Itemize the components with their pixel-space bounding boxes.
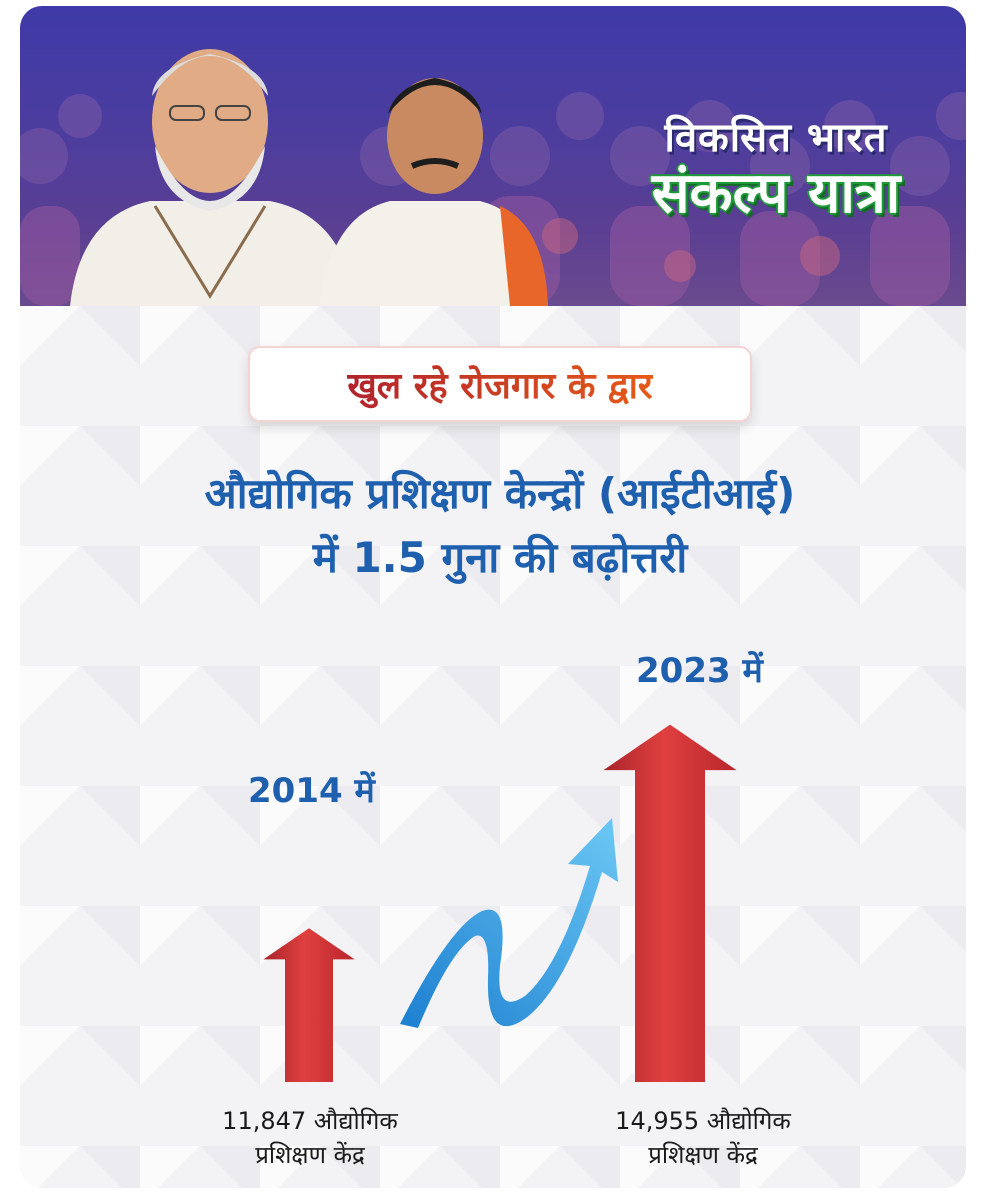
campaign-logo: विकसित भारत संकल्प यात्रा [626, 114, 926, 226]
content-area [20, 306, 966, 1188]
leader-portrait-1 [70, 49, 355, 306]
campaign-title-line2: संकल्प यात्रा [651, 161, 901, 226]
headline-line2: में 1.5 गुना की बढ़ोत्तरी [312, 533, 688, 582]
growth-chart [263, 724, 737, 1082]
year-label-2023: 2023 में [636, 651, 763, 691]
count-label-2014: 11,847 औद्योगिक प्रशिक्षण केंद्र [200, 1104, 420, 1172]
headline-line1: औद्योगिक प्रशिक्षण केन्द्रों (आईटीआई) [204, 469, 796, 518]
count-unit-2014: प्रशिक्षण केंद्र [255, 1141, 365, 1169]
count-unit-2023: प्रशिक्षण केंद्र [648, 1141, 758, 1169]
tagline-badge: खुल रहे रोजगार के द्वार [248, 346, 752, 422]
count-value-2014: 11,847 औद्योगिक [222, 1107, 398, 1135]
campaign-title-line1: विकसित भारत [664, 115, 888, 161]
count-value-2023: 14,955 औद्योगिक [615, 1107, 791, 1135]
bar-2023 [603, 724, 737, 1082]
tagline-text: खुल रहे रोजगार के द्वार [347, 360, 652, 409]
hero-banner: विकसित भारत संकल्प यात्रा [20, 6, 966, 306]
poster: विकसित भारत संकल्प यात्रा खुल रहे रोजगार… [20, 6, 966, 1188]
count-label-2023: 14,955 औद्योगिक प्रशिक्षण केंद्र [588, 1104, 818, 1172]
growth-arrow-icon [400, 818, 618, 1028]
year-label-2014: 2014 में [248, 771, 375, 811]
leader-portrait-2 [320, 78, 548, 306]
bar-2014 [263, 928, 355, 1082]
